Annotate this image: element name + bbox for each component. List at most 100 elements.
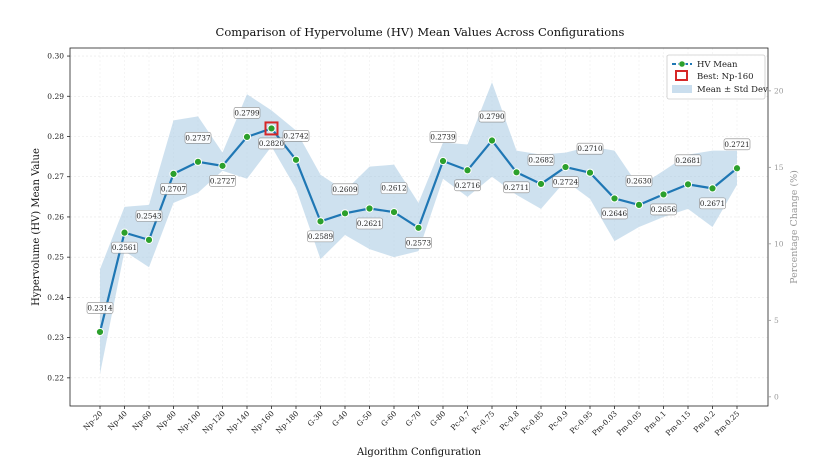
plot-frame <box>69 47 769 407</box>
data-label-box <box>723 138 751 151</box>
legend-band-swatch <box>672 85 692 93</box>
data-label: 0.2314 <box>87 303 113 312</box>
data-point <box>291 155 301 164</box>
x-tick-label: Np-140 <box>225 409 251 435</box>
data-point <box>267 124 276 133</box>
data-label: 0.2609 <box>332 185 358 194</box>
data-label: 0.2682 <box>528 155 553 164</box>
x-tick-label: G-70 <box>404 409 423 428</box>
data-point <box>242 132 252 141</box>
data-label-box <box>552 176 579 188</box>
x-tick-label: Np-160 <box>250 409 276 435</box>
data-label: 0.2561 <box>112 243 137 252</box>
x-tick-label: G-60 <box>379 409 398 428</box>
data-point <box>438 156 448 166</box>
y-tick-label: 0.29 <box>47 92 64 101</box>
y-tick-label: 0.28 <box>47 132 64 141</box>
data-label-box <box>576 142 604 155</box>
data-label-box <box>233 107 261 119</box>
data-label-box <box>503 181 530 194</box>
data-point <box>389 208 399 217</box>
x-tick-label: Pc-0.85 <box>519 409 546 436</box>
data-point <box>144 235 154 244</box>
data-point <box>634 200 644 209</box>
data-point <box>316 217 325 226</box>
y2-tick-label: 0 <box>774 392 779 401</box>
data-label: 0.2799 <box>234 108 260 117</box>
data-label: 0.2589 <box>308 232 334 241</box>
data-point <box>561 162 570 172</box>
x-tick-label: Pc-0.75 <box>470 409 497 436</box>
x-tick-label: Np-20 <box>81 409 104 432</box>
data-point <box>536 179 546 189</box>
legend-label-band: Mean ± Std Dev <box>697 85 768 95</box>
x-tick-label: Pm-0.15 <box>664 409 693 438</box>
legend-label-best: Best: Np-160 <box>697 72 754 82</box>
data-label: 0.2621 <box>357 219 382 228</box>
y2-axis-title: Percentage Change (%) <box>789 170 800 284</box>
legend-best-swatch <box>675 70 688 81</box>
y-tick-label: 0.25 <box>47 253 64 262</box>
x-tick-label: Pc-0.7 <box>449 409 472 432</box>
data-label: 0.2630 <box>626 176 652 185</box>
x-tick-label: Pm-0.25 <box>713 409 742 438</box>
data-label-box <box>380 182 408 194</box>
data-label-box <box>405 237 432 249</box>
data-point <box>512 168 521 177</box>
data-label-box <box>307 230 334 243</box>
data-label: 0.2724 <box>553 178 579 187</box>
legend-label-hv-mean: HV Mean <box>697 60 738 70</box>
data-point <box>169 169 178 179</box>
data-label: 0.2742 <box>283 131 308 140</box>
x-tick-label: Pc-0.9 <box>547 409 570 432</box>
y2-tick-label: 15 <box>774 163 784 172</box>
data-point <box>414 223 423 232</box>
y2-tick-label: 5 <box>774 316 779 325</box>
data-point <box>487 136 497 145</box>
data-label: 0.2612 <box>381 184 406 193</box>
data-label: 0.2681 <box>675 156 700 165</box>
data-label-box <box>356 217 383 230</box>
data-label-box <box>160 183 187 195</box>
data-label: 0.2543 <box>136 211 162 220</box>
data-label-box <box>429 131 457 143</box>
x-axis-title: Algorithm Configuration <box>356 447 482 458</box>
legend-marker-swatch <box>678 60 686 68</box>
data-point <box>340 209 350 218</box>
data-label-box <box>209 175 236 187</box>
data-point <box>120 228 129 237</box>
data-label-box <box>111 241 138 254</box>
x-tick-label: Np-80 <box>155 409 178 432</box>
y-tick-label: 0.24 <box>47 293 64 302</box>
data-point <box>463 166 472 175</box>
x-tick-label: Np-100 <box>176 409 202 435</box>
data-label-box <box>478 110 506 123</box>
data-point <box>585 168 595 177</box>
x-tick-label: G-30 <box>306 409 325 428</box>
x-tick-label: Pm-0.03 <box>590 409 619 438</box>
y-tick-label: 0.26 <box>47 212 64 221</box>
data-label: 0.2727 <box>210 176 236 185</box>
data-point <box>708 184 717 193</box>
y-tick-label: 0.22 <box>47 373 64 382</box>
data-label: 0.2721 <box>724 140 749 149</box>
data-point <box>610 194 619 203</box>
data-point <box>365 204 374 213</box>
x-tick-label: G-80 <box>428 409 447 428</box>
data-label-box <box>699 197 726 210</box>
y2-tick-label: 10 <box>774 239 784 248</box>
x-tick-label: Pm-0.05 <box>615 409 644 438</box>
data-label: 0.2656 <box>651 205 677 214</box>
data-label-box <box>331 183 359 196</box>
data-label: 0.2646 <box>602 209 628 218</box>
x-tick-label: G-50 <box>355 409 374 428</box>
x-tick-label: Np-180 <box>274 409 300 435</box>
y-tick-label: 0.23 <box>47 333 64 342</box>
data-label: 0.2707 <box>161 184 187 193</box>
data-label: 0.2710 <box>577 144 603 153</box>
marker-layer <box>95 121 742 337</box>
data-label-box <box>135 210 163 222</box>
data-label-box <box>650 203 677 216</box>
y2-tick-label: 20 <box>774 86 784 95</box>
best-highlight-marker <box>264 121 279 136</box>
